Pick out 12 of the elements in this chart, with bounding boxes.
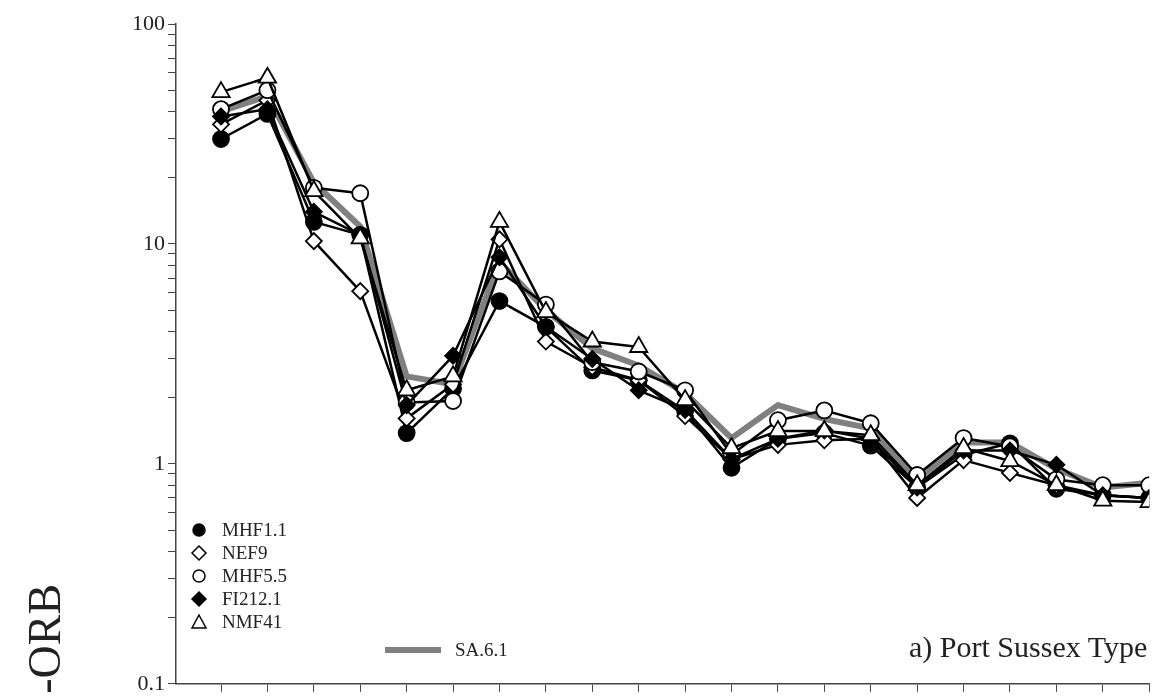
legend-label: NEF9 bbox=[222, 541, 268, 564]
legend-label: FI212.1 bbox=[222, 587, 282, 610]
legend-label: NMF41 bbox=[222, 610, 283, 633]
y-tick-label: 100 bbox=[132, 9, 165, 35]
legend-label: MHF5.5 bbox=[222, 564, 287, 587]
legend-label: SA.6.1 bbox=[455, 638, 508, 661]
legend-label: MHF1.1 bbox=[222, 518, 287, 541]
y-tick-label: 1 bbox=[154, 449, 165, 475]
y-axis-title: -ORB bbox=[19, 583, 71, 694]
annotation: a) Port Sussex Type bbox=[909, 629, 1148, 664]
y-tick-label: 10 bbox=[143, 229, 165, 255]
y-tick-label: 0.1 bbox=[137, 669, 165, 695]
